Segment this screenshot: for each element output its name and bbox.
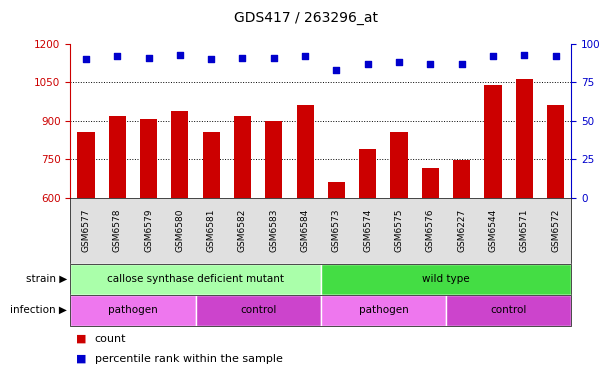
Bar xyxy=(516,78,533,198)
Point xyxy=(332,67,342,73)
Text: GSM6582: GSM6582 xyxy=(238,209,247,252)
Text: count: count xyxy=(95,333,126,344)
Text: GSM6574: GSM6574 xyxy=(364,209,372,252)
Text: control: control xyxy=(240,305,276,315)
Text: strain ▶: strain ▶ xyxy=(26,274,67,284)
Point xyxy=(175,52,185,57)
Point xyxy=(144,55,153,61)
Point xyxy=(300,53,310,59)
Text: GSM6576: GSM6576 xyxy=(426,209,435,252)
Text: GSM6572: GSM6572 xyxy=(551,209,560,252)
Point xyxy=(425,61,435,67)
Bar xyxy=(78,132,95,198)
Bar xyxy=(109,116,126,198)
Bar xyxy=(390,132,408,198)
Bar xyxy=(485,85,502,198)
Text: GSM6581: GSM6581 xyxy=(207,209,216,252)
Text: GSM6577: GSM6577 xyxy=(81,209,90,252)
Text: callose synthase deficient mutant: callose synthase deficient mutant xyxy=(107,274,284,284)
Text: pathogen: pathogen xyxy=(108,305,158,315)
Bar xyxy=(453,160,470,198)
Bar xyxy=(265,121,282,198)
Point xyxy=(551,53,560,59)
Text: GSM6544: GSM6544 xyxy=(489,209,497,252)
Bar xyxy=(422,168,439,198)
Point xyxy=(81,56,91,62)
Point xyxy=(457,61,467,67)
Bar xyxy=(359,149,376,198)
Text: GSM6578: GSM6578 xyxy=(113,209,122,252)
Point xyxy=(488,53,498,59)
Text: ■: ■ xyxy=(76,354,87,364)
Point xyxy=(519,52,529,57)
Text: GSM6227: GSM6227 xyxy=(457,209,466,252)
Text: GDS417 / 263296_at: GDS417 / 263296_at xyxy=(233,11,378,25)
Text: control: control xyxy=(491,305,527,315)
Point xyxy=(363,61,373,67)
Text: GSM6575: GSM6575 xyxy=(395,209,403,252)
Point xyxy=(112,53,122,59)
Point xyxy=(394,59,404,65)
Text: wild type: wild type xyxy=(422,274,470,284)
Bar xyxy=(203,132,220,198)
Text: GSM6573: GSM6573 xyxy=(332,209,341,252)
Point xyxy=(238,55,247,61)
Text: pathogen: pathogen xyxy=(359,305,408,315)
Bar xyxy=(328,182,345,198)
Text: GSM6583: GSM6583 xyxy=(269,209,278,252)
Text: percentile rank within the sample: percentile rank within the sample xyxy=(95,354,282,364)
Text: GSM6580: GSM6580 xyxy=(175,209,185,252)
Text: ■: ■ xyxy=(76,333,87,344)
Text: GSM6579: GSM6579 xyxy=(144,209,153,252)
Bar xyxy=(296,105,313,198)
Bar xyxy=(234,116,251,198)
Bar xyxy=(547,105,564,198)
Text: infection ▶: infection ▶ xyxy=(10,305,67,315)
Text: GSM6584: GSM6584 xyxy=(301,209,310,252)
Bar xyxy=(171,111,188,198)
Point xyxy=(269,55,279,61)
Point xyxy=(207,56,216,62)
Bar xyxy=(140,119,157,198)
Text: GSM6571: GSM6571 xyxy=(520,209,529,252)
